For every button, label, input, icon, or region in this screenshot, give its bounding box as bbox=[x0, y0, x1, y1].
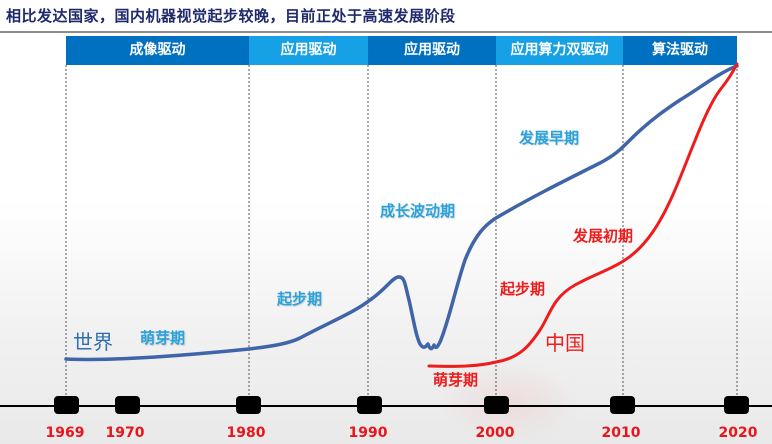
title-divider bbox=[0, 31, 772, 33]
phase-application-driven-2: 应用驱动 bbox=[368, 36, 496, 65]
timeline-axis bbox=[0, 405, 772, 407]
phase-application-compute-driven: 应用算力双驱动 bbox=[496, 36, 623, 65]
year-label-2000: 2000 bbox=[475, 425, 515, 441]
year-label-1969: 1969 bbox=[45, 425, 85, 441]
china-curve bbox=[427, 62, 739, 368]
background-glow bbox=[440, 360, 580, 444]
timeline-marker-1970 bbox=[115, 396, 140, 414]
timeline-marker-1990 bbox=[357, 396, 382, 414]
world-series-label: 世界 bbox=[73, 330, 113, 354]
timeline-marker-1980 bbox=[236, 396, 261, 414]
world-stage-fluctuating-growth: 成长波动期 bbox=[380, 202, 456, 220]
timeline-marker-2000 bbox=[484, 396, 509, 414]
world-stage-starting: 起步期 bbox=[277, 290, 323, 308]
year-label-1980: 1980 bbox=[226, 425, 266, 441]
china-stage-starting: 起步期 bbox=[500, 280, 546, 298]
timeline-marker-2020 bbox=[724, 396, 749, 414]
timeline-marker-1969 bbox=[54, 396, 79, 414]
year-label-1990: 1990 bbox=[348, 425, 388, 441]
phase-bar: 成像驱动 应用驱动 应用驱动 应用算力双驱动 算法驱动 bbox=[66, 36, 737, 65]
page-title: 相比发达国家，国内机器视觉起步较晚，目前正处于高速发展阶段 bbox=[6, 7, 456, 25]
china-stage-embryonic: 萌芽期 bbox=[433, 371, 479, 389]
grid-lines bbox=[65, 65, 738, 398]
year-label-2010: 2010 bbox=[601, 425, 641, 441]
phase-algorithm-driven: 算法驱动 bbox=[623, 36, 737, 65]
world-stage-embryonic: 萌芽期 bbox=[140, 329, 186, 347]
phase-imaging-driven: 成像驱动 bbox=[66, 36, 249, 65]
year-label-2020: 2020 bbox=[718, 425, 758, 441]
world-curve bbox=[64, 64, 739, 362]
phase-application-driven-1: 应用驱动 bbox=[249, 36, 368, 65]
world-stage-early-development: 发展早期 bbox=[519, 129, 580, 147]
year-label-1970: 1970 bbox=[105, 425, 145, 441]
china-stage-initial-development: 发展初期 bbox=[573, 227, 634, 245]
china-series-label: 中国 bbox=[545, 331, 585, 355]
timeline-marker-2010 bbox=[610, 396, 635, 414]
